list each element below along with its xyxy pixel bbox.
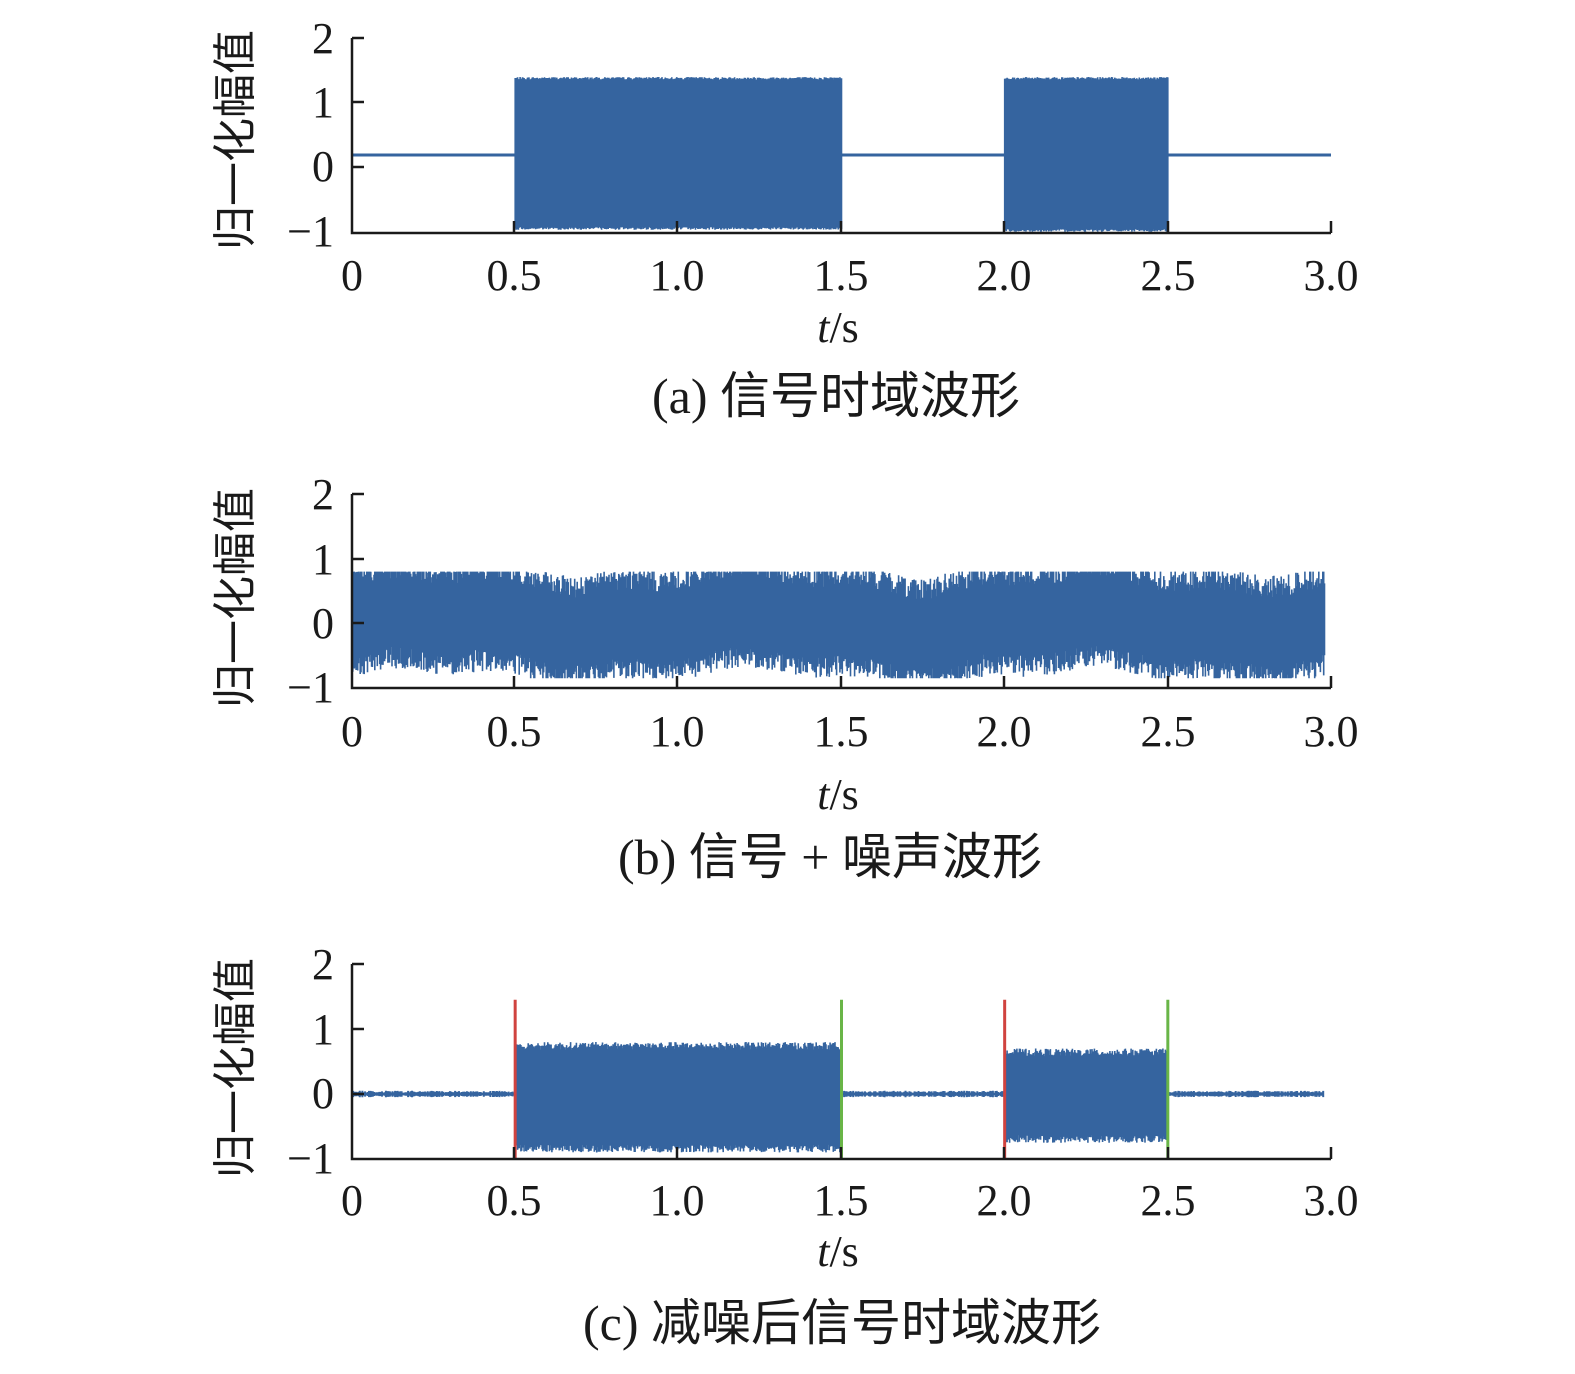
ytick-b-neg1: −1 [287, 663, 334, 712]
xtick-b-1.5: 1.5 [814, 707, 869, 756]
baseline-segment [1166, 1090, 1325, 1098]
ytick-c-0: 0 [312, 1069, 334, 1118]
xtick-a-3.0: 3.0 [1304, 251, 1359, 300]
panel-c: 2 1 0 −1 0 0.5 1.0 1.5 2.0 2.5 3.0 归一化幅值… [210, 940, 1359, 1351]
xtick-a-1.5: 1.5 [814, 251, 869, 300]
panel-a: 2 1 0 −1 0 0.5 1.0 1.5 2.0 2.5 3.0 归一化幅值… [210, 14, 1359, 424]
ytick-a-neg1: −1 [287, 207, 334, 256]
xtick-b-2.0: 2.0 [977, 707, 1032, 756]
ytick-b-1: 1 [312, 535, 334, 584]
xtick-c-0.5: 0.5 [487, 1176, 542, 1225]
ytick-a-0: 0 [312, 142, 334, 191]
axes-a [350, 36, 1333, 235]
burst-edge [1003, 1048, 1169, 1143]
xtick-a-1.0: 1.0 [650, 251, 705, 300]
xtick-a-0: 0 [341, 251, 363, 300]
xtick-c-1.5: 1.5 [814, 1176, 869, 1225]
baseline-segment [840, 1090, 1005, 1098]
caption-a: (a) 信号时域波形 [652, 368, 1020, 424]
burst-1 [514, 1042, 843, 1153]
baseline-segment [351, 1090, 515, 1098]
xtick-b-3.0: 3.0 [1304, 707, 1359, 756]
caption-c: (c) 减噪后信号时域波形 [583, 1295, 1101, 1351]
ytick-a-1: 1 [312, 78, 334, 127]
burst-1 [514, 77, 843, 230]
xlabel-c: t/s [817, 1227, 859, 1276]
plot-a [352, 77, 1331, 232]
ytick-b-0: 0 [312, 599, 334, 648]
ytick-c-2: 2 [312, 940, 334, 989]
plot-b [351, 571, 1326, 679]
xtick-a-2.0: 2.0 [977, 251, 1032, 300]
xtick-c-1.0: 1.0 [650, 1176, 705, 1225]
burst-2 [1003, 77, 1169, 232]
ylabel-a: 归一化幅值 [210, 30, 261, 250]
xtick-c-2.5: 2.5 [1141, 1176, 1196, 1225]
axes-b [350, 492, 1333, 690]
panel-b: 2 1 0 −1 0 0.5 1.0 1.5 2.0 2.5 3.0 归一化幅值… [210, 470, 1359, 885]
xtick-b-2.5: 2.5 [1141, 707, 1196, 756]
xtick-b-0.5: 0.5 [487, 707, 542, 756]
ytick-c-neg1: −1 [287, 1134, 334, 1183]
xtick-c-3.0: 3.0 [1304, 1176, 1359, 1225]
ytick-a-2: 2 [312, 14, 334, 63]
xtick-a-2.5: 2.5 [1141, 251, 1196, 300]
xtick-c-0: 0 [341, 1176, 363, 1225]
burst-edge [514, 77, 843, 230]
xtick-b-1.0: 1.0 [650, 707, 705, 756]
axes-c [350, 962, 1333, 1161]
ytick-b-2: 2 [312, 470, 334, 519]
ylabel-c: 归一化幅值 [210, 958, 261, 1178]
burst-2 [1003, 1048, 1169, 1143]
xtick-a-0.5: 0.5 [487, 251, 542, 300]
burst-edge [1003, 77, 1169, 232]
ytick-c-1: 1 [312, 1005, 334, 1054]
ylabel-b: 归一化幅值 [210, 488, 261, 708]
series-noisy-signal [351, 571, 1326, 679]
xlabel-a: t/s [817, 303, 859, 352]
burst-edge [514, 1042, 843, 1153]
xlabel-b: t/s [817, 770, 859, 819]
xtick-c-2.0: 2.0 [977, 1176, 1032, 1225]
plot-c [351, 999, 1325, 1159]
caption-b: (b) 信号 + 噪声波形 [618, 829, 1042, 885]
xtick-b-0: 0 [341, 707, 363, 756]
